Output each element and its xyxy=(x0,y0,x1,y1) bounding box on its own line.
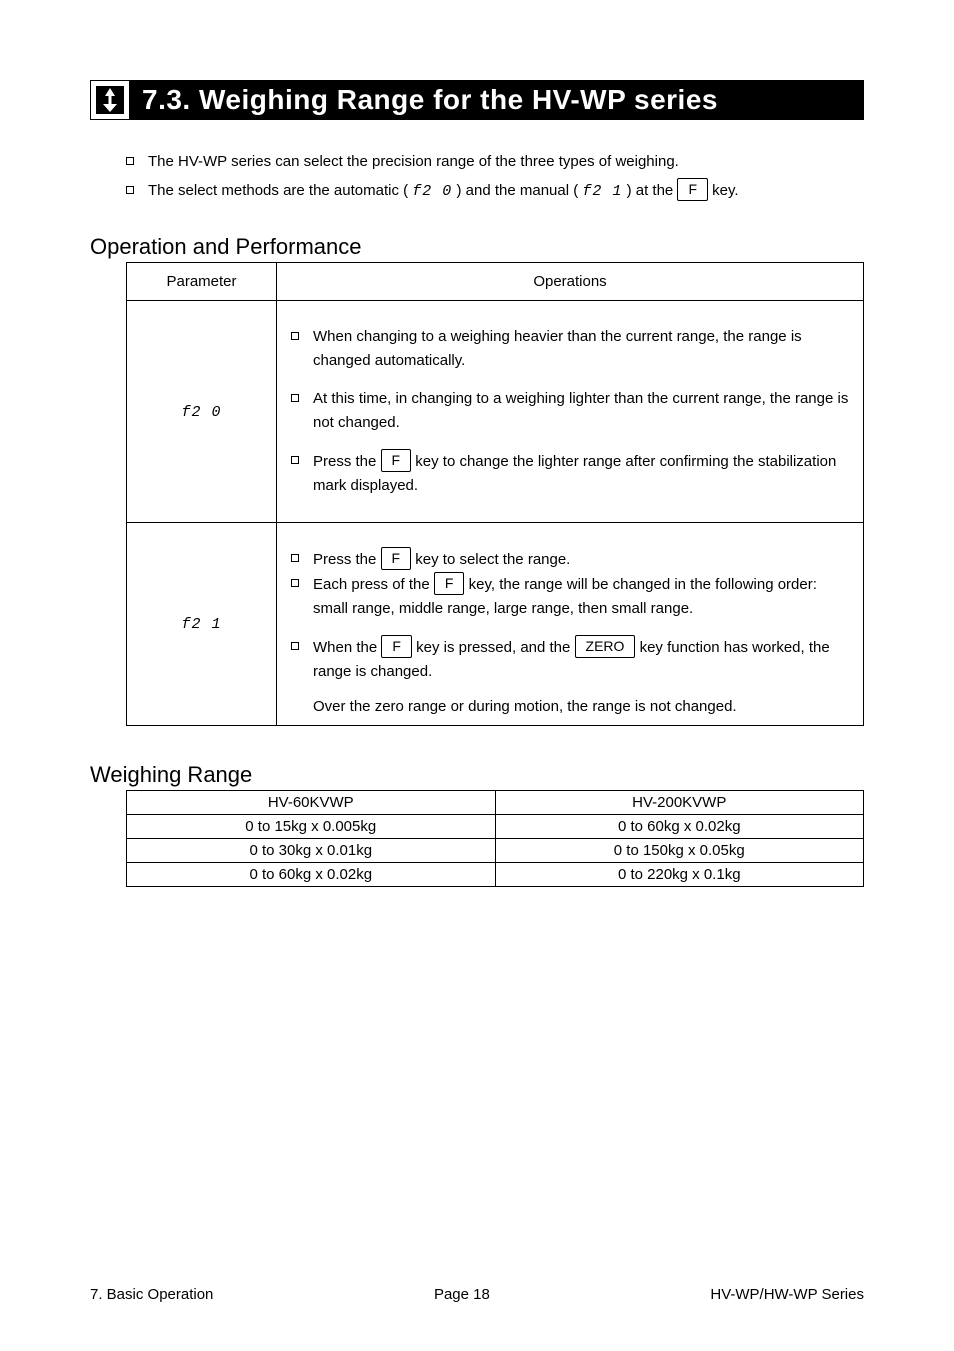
wr-h2: HV-200KVWP xyxy=(495,791,864,815)
op-param-1: f2 0 xyxy=(127,301,277,523)
section-banner: 7.3. Weighing Range for the HV-WP series xyxy=(90,80,864,120)
op-ops-2: Press the F key to select the range. Eac… xyxy=(277,523,864,726)
wr-cell: 0 to 60kg x 0.02kg xyxy=(495,815,864,839)
intro-item-1: The HV-WP series can select the precisio… xyxy=(126,148,864,177)
op-item: Press the F key to change the lighter ra… xyxy=(291,449,849,498)
op-param-2: f2 1 xyxy=(127,523,277,726)
weighing-range-heading: Weighing Range xyxy=(90,762,864,788)
wr-cell: 0 to 60kg x 0.02kg xyxy=(127,863,496,887)
bullet-icon xyxy=(291,394,299,402)
footer-right: HV-WP/HW-WP Series xyxy=(710,1286,864,1303)
footer-left: 7. Basic Operation xyxy=(90,1286,213,1303)
f-key: F xyxy=(434,572,465,595)
op-item: When the F key is pressed, and the ZERO … xyxy=(291,635,849,684)
page-footer: 7. Basic Operation Page 18 HV-WP/HW-WP S… xyxy=(90,1286,864,1303)
intro-text-1: The HV-WP series can select the precisio… xyxy=(148,148,864,177)
op-item: When changing to a weighing heavier than… xyxy=(291,325,849,373)
bullet-icon xyxy=(291,554,299,562)
intro-list: The HV-WP series can select the precisio… xyxy=(126,148,864,206)
wr-cell: 0 to 150kg x 0.05kg xyxy=(495,839,864,863)
wr-h1: HV-60KVWP xyxy=(127,791,496,815)
wr-cell: 0 to 30kg x 0.01kg xyxy=(127,839,496,863)
f-key: F xyxy=(381,635,412,658)
f-key: F xyxy=(381,547,412,570)
bullet-icon xyxy=(126,157,134,165)
footer-center: Page 18 xyxy=(434,1286,490,1303)
section-title: 7.3. Weighing Range for the HV-WP series xyxy=(130,80,864,120)
operation-heading: Operation and Performance xyxy=(90,234,864,260)
op-ops-1: When changing to a weighing heavier than… xyxy=(277,301,864,523)
f-key: F xyxy=(381,449,412,472)
bullet-icon xyxy=(291,456,299,464)
operation-table: Parameter Operations f2 0 When changing … xyxy=(126,262,864,726)
op-item: At this time, in changing to a weighing … xyxy=(291,387,849,435)
wr-cell: 0 to 15kg x 0.005kg xyxy=(127,815,496,839)
wr-cell: 0 to 220kg x 0.1kg xyxy=(495,863,864,887)
op-item: Each press of the F key, the range will … xyxy=(291,572,849,621)
page: 7.3. Weighing Range for the HV-WP series… xyxy=(0,0,954,1351)
op-th-ops: Operations xyxy=(277,263,864,301)
scale-icon xyxy=(90,80,130,120)
intro-text-2: The select methods are the automatic ( f… xyxy=(148,177,864,207)
bullet-icon xyxy=(291,642,299,650)
op-item-cont: Over the zero range or during motion, th… xyxy=(313,698,849,715)
f-key: F xyxy=(677,178,708,201)
bullet-icon xyxy=(126,186,134,194)
intro-item-2: The select methods are the automatic ( f… xyxy=(126,177,864,207)
bullet-icon xyxy=(291,332,299,340)
op-th-param: Parameter xyxy=(127,263,277,301)
zero-key: ZERO xyxy=(575,635,636,658)
op-item: Press the F key to select the range. xyxy=(291,547,849,572)
weighing-range-table: HV-60KVWP HV-200KVWP 0 to 15kg x 0.005kg… xyxy=(126,790,864,887)
bullet-icon xyxy=(291,579,299,587)
